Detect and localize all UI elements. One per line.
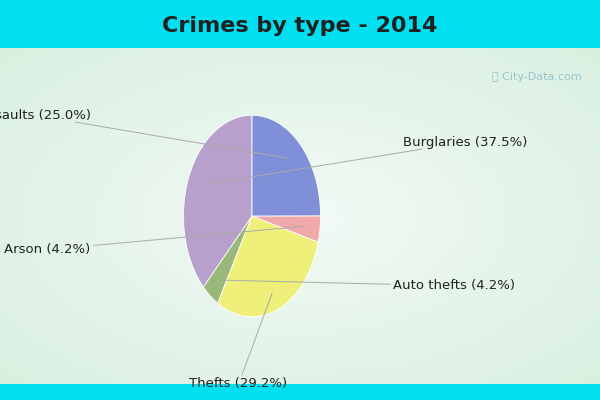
Text: Assaults (25.0%): Assaults (25.0%): [0, 109, 288, 158]
Wedge shape: [203, 216, 252, 303]
Wedge shape: [252, 115, 320, 216]
Text: ⓘ City-Data.com: ⓘ City-Data.com: [492, 72, 582, 82]
Wedge shape: [184, 115, 252, 287]
Text: Thefts (29.2%): Thefts (29.2%): [190, 293, 287, 390]
Wedge shape: [252, 216, 320, 242]
Text: Crimes by type - 2014: Crimes by type - 2014: [163, 16, 437, 36]
Text: Arson (4.2%): Arson (4.2%): [4, 226, 304, 256]
Text: Burglaries (37.5%): Burglaries (37.5%): [204, 136, 527, 185]
Wedge shape: [218, 216, 318, 317]
Text: Auto thefts (4.2%): Auto thefts (4.2%): [221, 279, 515, 292]
